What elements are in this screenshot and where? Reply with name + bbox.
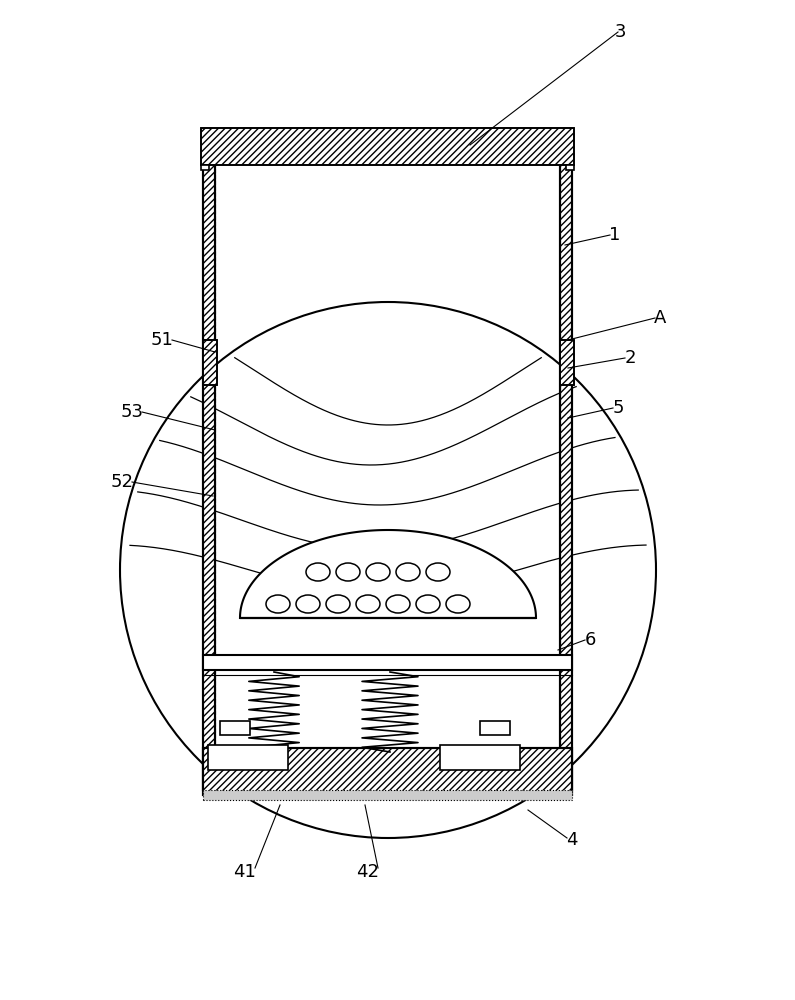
Bar <box>203 748 572 795</box>
Polygon shape <box>240 530 536 618</box>
Text: 6: 6 <box>584 631 595 649</box>
Text: 1: 1 <box>609 226 621 244</box>
Bar <box>566 165 574 170</box>
Bar <box>203 748 572 795</box>
Ellipse shape <box>336 563 360 581</box>
Bar <box>560 145 572 790</box>
Bar <box>203 340 217 385</box>
Text: 52: 52 <box>111 473 134 491</box>
Bar <box>201 165 209 170</box>
Bar <box>203 145 215 790</box>
Ellipse shape <box>366 563 390 581</box>
Text: 4: 4 <box>566 831 578 849</box>
Ellipse shape <box>426 563 450 581</box>
Text: A: A <box>653 309 666 327</box>
Bar <box>560 145 572 790</box>
Text: 2: 2 <box>624 349 636 367</box>
Bar <box>560 340 574 385</box>
Bar <box>201 128 574 165</box>
Bar <box>203 790 572 800</box>
Bar <box>203 655 572 670</box>
Ellipse shape <box>386 595 410 613</box>
Text: 42: 42 <box>356 863 379 881</box>
Ellipse shape <box>326 595 350 613</box>
Bar <box>203 340 217 385</box>
Text: 41: 41 <box>234 863 257 881</box>
Ellipse shape <box>306 563 330 581</box>
Bar <box>560 340 574 385</box>
Ellipse shape <box>416 595 440 613</box>
Bar <box>480 721 510 735</box>
Text: 51: 51 <box>150 331 173 349</box>
Bar <box>208 745 288 770</box>
Text: 53: 53 <box>121 403 144 421</box>
Bar <box>201 128 574 165</box>
Ellipse shape <box>356 595 380 613</box>
Bar <box>220 721 250 735</box>
Bar <box>440 745 520 770</box>
Text: 3: 3 <box>615 23 626 41</box>
Text: 5: 5 <box>612 399 624 417</box>
Bar <box>203 145 215 790</box>
Ellipse shape <box>446 595 470 613</box>
Ellipse shape <box>296 595 320 613</box>
Ellipse shape <box>266 595 290 613</box>
Ellipse shape <box>396 563 420 581</box>
